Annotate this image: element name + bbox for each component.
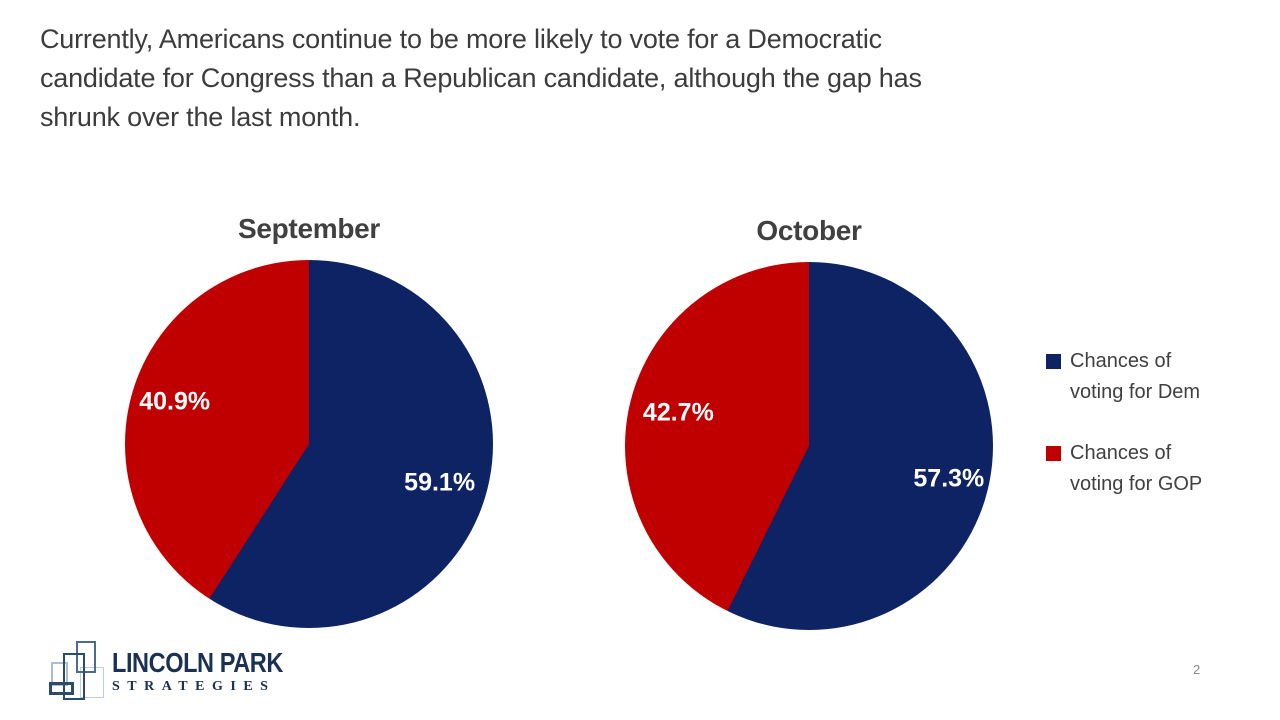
chart-legend: Chances of voting for Dem Chances of vot… (1046, 346, 1266, 530)
slide-title: Currently, Americans continue to be more… (40, 24, 922, 132)
pie-october: 42.7% 57.3% (625, 262, 993, 630)
logo-text: LINCOLN PARK STRATEGIES (112, 649, 315, 695)
logo-subtitle: STRATEGIES (112, 679, 276, 694)
dem-color-swatch (1046, 354, 1061, 369)
gop-color-swatch (1046, 446, 1061, 461)
pie-chart-october: October 42.7% 57.3% (625, 214, 993, 630)
pie-slice-label-dem-october: 57.3% (913, 464, 985, 493)
logo-rect (80, 667, 104, 698)
pie-slice-label-dem-september: 59.1% (404, 468, 476, 497)
legend-label-dem: Chances of voting for Dem (1070, 350, 1201, 403)
legend-label-gop: Chances of voting for GOP (1070, 442, 1203, 495)
logo-rect (51, 662, 68, 686)
logo-rect (76, 641, 96, 673)
lincoln-park-strategies-logo: LINCOLN PARK STRATEGIES (48, 638, 318, 706)
pie-slice-label-gop-october: 42.7% (642, 398, 714, 427)
pie-slice-label-gop-september: 40.9% (139, 387, 211, 416)
logo-rectangles-icon (48, 638, 108, 700)
pie-september: 40.9% 59.1% (125, 260, 493, 628)
legend-item-gop: Chances of voting for GOP (1046, 438, 1266, 500)
logo-rect (63, 653, 85, 700)
logo-title: LINCOLN PARK (112, 647, 283, 678)
logo-rect (49, 682, 74, 695)
page-number: 2 (1193, 662, 1201, 677)
legend-item-dem: Chances of voting for Dem (1046, 346, 1266, 408)
chart-title-october: October (756, 215, 862, 246)
pie-chart-september: September 40.9% 59.1% (125, 212, 493, 628)
chart-title-september: September (237, 213, 381, 244)
